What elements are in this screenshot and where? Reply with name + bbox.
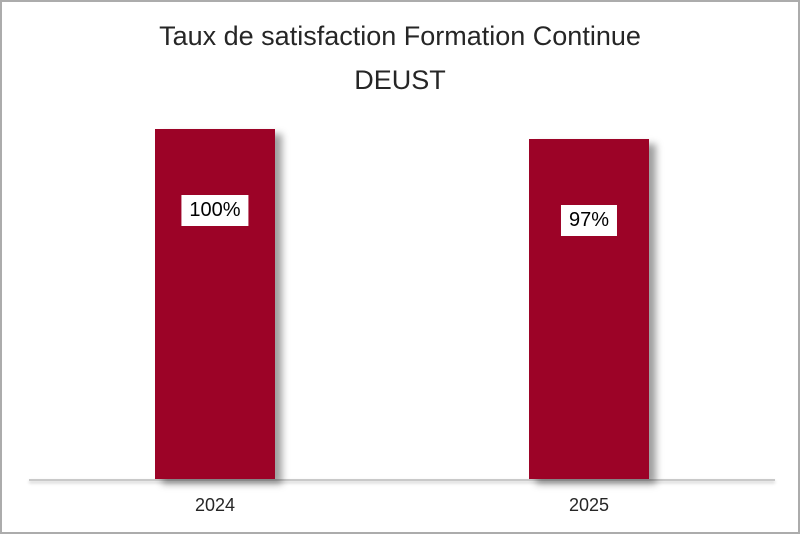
data-label-2024: 100%	[181, 195, 249, 226]
data-label-2025: 97%	[560, 205, 618, 236]
bar-2024	[155, 129, 275, 479]
x-axis-line	[29, 479, 775, 481]
tick-label-2025: 2025	[568, 495, 610, 515]
tick-label-2024: 2024	[194, 495, 236, 515]
bar-2025	[529, 139, 649, 479]
chart-title-line-2: DEUST	[354, 65, 446, 95]
chart-title: Taux de satisfaction Formation Continue …	[2, 14, 798, 102]
chart-title-line-1: Taux de satisfaction Formation Continue	[159, 21, 641, 51]
